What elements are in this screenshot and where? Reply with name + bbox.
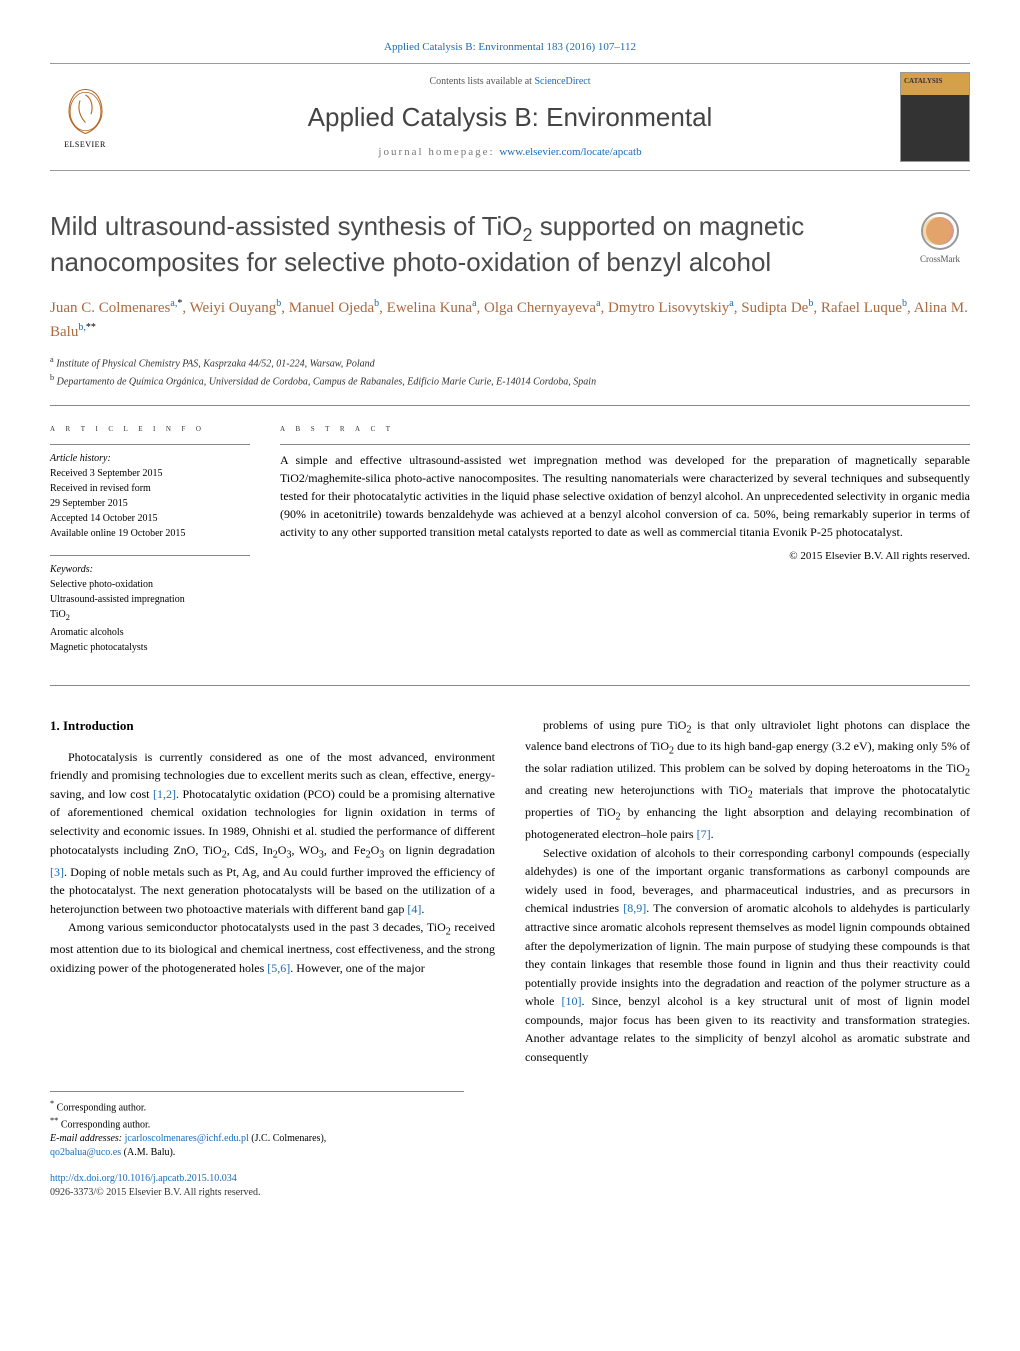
abstract-label: a b s t r a c t bbox=[280, 422, 970, 436]
crossmark-label: CrossMark bbox=[920, 254, 960, 264]
journal-name: Applied Catalysis B: Environmental bbox=[132, 99, 888, 135]
affiliations: a Institute of Physical Chemistry PAS, K… bbox=[50, 354, 970, 389]
article-history: Article history: Received 3 September 20… bbox=[50, 451, 250, 541]
email-1-name: (J.C. Colmenares), bbox=[249, 1133, 327, 1144]
corr-author-1: * Corresponding author. bbox=[50, 1098, 464, 1115]
history-label: Article history: bbox=[50, 451, 250, 466]
keyword: Ultrasound-assisted impregnation bbox=[50, 592, 250, 607]
title-pre: Mild ultrasound-assisted synthesis of Ti… bbox=[50, 211, 523, 241]
banner-center: Contents lists available at ScienceDirec… bbox=[132, 75, 888, 161]
elsevier-logo: ELSEVIER bbox=[50, 82, 120, 152]
cover-label: CATALYSIS bbox=[904, 77, 942, 87]
ref-link[interactable]: [1,2] bbox=[153, 787, 176, 801]
body-paragraph: problems of using pure TiO2 is that only… bbox=[525, 716, 970, 844]
history-line: Available online 19 October 2015 bbox=[50, 526, 250, 541]
abstract: a b s t r a c t A simple and effective u… bbox=[280, 422, 970, 668]
doi-link[interactable]: http://dx.doi.org/10.1016/j.apcatb.2015.… bbox=[50, 1173, 237, 1184]
contents-prefix: Contents lists available at bbox=[429, 76, 534, 87]
title-sub: 2 bbox=[523, 226, 533, 246]
abstract-copyright: © 2015 Elsevier B.V. All rights reserved… bbox=[280, 549, 970, 564]
divider bbox=[50, 405, 970, 406]
article-title: Mild ultrasound-assisted synthesis of Ti… bbox=[50, 211, 890, 278]
keyword: Selective photo-oxidation bbox=[50, 577, 250, 592]
email-label: E-mail addresses: bbox=[50, 1133, 125, 1144]
email-line: E-mail addresses: jcarloscolmenares@ichf… bbox=[50, 1132, 464, 1160]
article-info-sidebar: a r t i c l e i n f o Article history: R… bbox=[50, 422, 250, 668]
email-2-name: (A.M. Balu). bbox=[121, 1147, 175, 1158]
body-paragraph: Among various semiconductor photocatalys… bbox=[50, 918, 495, 977]
keyword: Aromatic alcohols bbox=[50, 625, 250, 640]
journal-cover-thumb: CATALYSIS bbox=[900, 72, 970, 162]
authors-list: Juan C. Colmenaresa,*, Weiyi Ouyangb, Ma… bbox=[50, 296, 970, 344]
ref-link[interactable]: [3] bbox=[50, 865, 64, 879]
crossmark-icon bbox=[920, 211, 960, 251]
email-1-link[interactable]: jcarloscolmenares@ichf.edu.pl bbox=[125, 1133, 249, 1144]
doi-footer: http://dx.doi.org/10.1016/j.apcatb.2015.… bbox=[50, 1172, 970, 1200]
affiliation: b Departamento de Química Orgánica, Univ… bbox=[50, 372, 970, 389]
journal-homepage-link[interactable]: www.elsevier.com/locate/apcatb bbox=[499, 146, 641, 158]
homepage-line: journal homepage: www.elsevier.com/locat… bbox=[132, 145, 888, 160]
history-line: Accepted 14 October 2015 bbox=[50, 511, 250, 526]
corr-author-2: ** Corresponding author. bbox=[50, 1115, 464, 1132]
history-line: Received in revised form bbox=[50, 481, 250, 496]
crossmark-badge[interactable]: CrossMark bbox=[910, 211, 970, 266]
history-line: Received 3 September 2015 bbox=[50, 466, 250, 481]
publisher-name: ELSEVIER bbox=[64, 139, 106, 150]
history-line: 29 September 2015 bbox=[50, 496, 250, 511]
keywords-label: Keywords: bbox=[50, 562, 250, 577]
ref-link[interactable]: [7] bbox=[697, 827, 711, 841]
affiliation: a Institute of Physical Chemistry PAS, K… bbox=[50, 354, 970, 371]
article-info-label: a r t i c l e i n f o bbox=[50, 422, 250, 436]
left-column: 1. Introduction Photocatalysis is curren… bbox=[50, 716, 495, 1067]
citation-header[interactable]: Applied Catalysis B: Environmental 183 (… bbox=[50, 40, 970, 55]
corresponding-footnotes: * Corresponding author. ** Corresponding… bbox=[50, 1091, 464, 1161]
journal-banner: ELSEVIER Contents lists available at Sci… bbox=[50, 63, 970, 171]
issn-line: 0926-3373/© 2015 Elsevier B.V. All right… bbox=[50, 1187, 260, 1198]
keywords-block: Keywords: Selective photo-oxidationUltra… bbox=[50, 562, 250, 654]
keyword: TiO2 bbox=[50, 607, 250, 624]
body-columns: 1. Introduction Photocatalysis is curren… bbox=[50, 716, 970, 1067]
ref-link[interactable]: [10] bbox=[561, 994, 581, 1008]
body-paragraph: Selective oxidation of alcohols to their… bbox=[525, 844, 970, 1067]
ref-link[interactable]: [4] bbox=[407, 902, 421, 916]
right-column: problems of using pure TiO2 is that only… bbox=[525, 716, 970, 1067]
body-paragraph: Photocatalysis is currently considered a… bbox=[50, 748, 495, 919]
email-2-link[interactable]: qo2balua@uco.es bbox=[50, 1147, 121, 1158]
keyword: Magnetic photocatalysts bbox=[50, 640, 250, 655]
intro-heading: 1. Introduction bbox=[50, 716, 495, 736]
homepage-prefix: journal homepage: bbox=[378, 146, 499, 158]
contents-line: Contents lists available at ScienceDirec… bbox=[132, 75, 888, 89]
ref-link[interactable]: [8,9] bbox=[623, 901, 646, 915]
sciencedirect-link[interactable]: ScienceDirect bbox=[534, 76, 590, 87]
abstract-text: A simple and effective ultrasound-assist… bbox=[280, 451, 970, 541]
ref-link[interactable]: [5,6] bbox=[267, 961, 290, 975]
